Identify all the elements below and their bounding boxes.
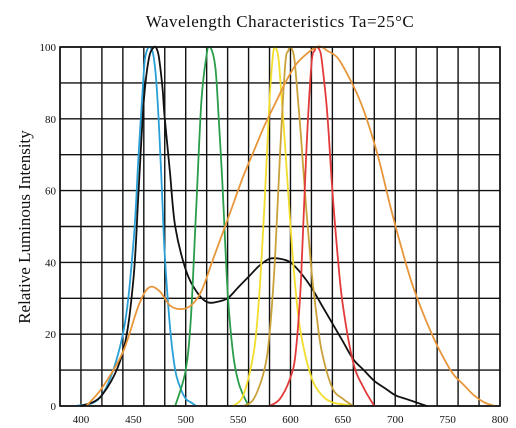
grid bbox=[59, 46, 501, 407]
x-tick-label-5: 650 bbox=[335, 414, 352, 426]
y-axis-label: Relative Luminous Intensity bbox=[15, 130, 34, 324]
y-tick-label-2: 40 bbox=[45, 257, 57, 269]
x-tick-label-3: 550 bbox=[230, 414, 247, 426]
y-tick-label-0: 0 bbox=[51, 401, 57, 413]
curves bbox=[74, 45, 496, 407]
y-tick-label-3: 60 bbox=[45, 186, 57, 198]
series-line-4 bbox=[242, 45, 355, 407]
chart-title: Wavelength Characteristics Ta=25°C bbox=[146, 12, 414, 31]
x-tick-label-0: 400 bbox=[73, 414, 90, 426]
y-tick-label-4: 80 bbox=[45, 114, 57, 126]
series-line-0 bbox=[74, 46, 198, 407]
x-tick-label-8: 800 bbox=[492, 414, 509, 426]
y-tick-label-1: 20 bbox=[45, 329, 57, 341]
x-tick-label-7: 750 bbox=[439, 414, 456, 426]
x-tick-label-6: 700 bbox=[387, 414, 404, 426]
series-line-6 bbox=[85, 45, 496, 407]
x-tick-label-2: 500 bbox=[177, 414, 194, 426]
series-line-1 bbox=[80, 45, 428, 407]
y-tick-label-5: 100 bbox=[40, 42, 57, 54]
series-line-3 bbox=[232, 46, 355, 407]
series-line-2 bbox=[174, 45, 250, 407]
tick-labels: 400 450 500 550 600 650 700 750 800 0 20 40 60 80 100 bbox=[40, 42, 509, 426]
plot-frame bbox=[59, 46, 501, 407]
x-tick-label-1: 450 bbox=[125, 414, 142, 426]
x-tick-label-4: 600 bbox=[282, 414, 299, 426]
